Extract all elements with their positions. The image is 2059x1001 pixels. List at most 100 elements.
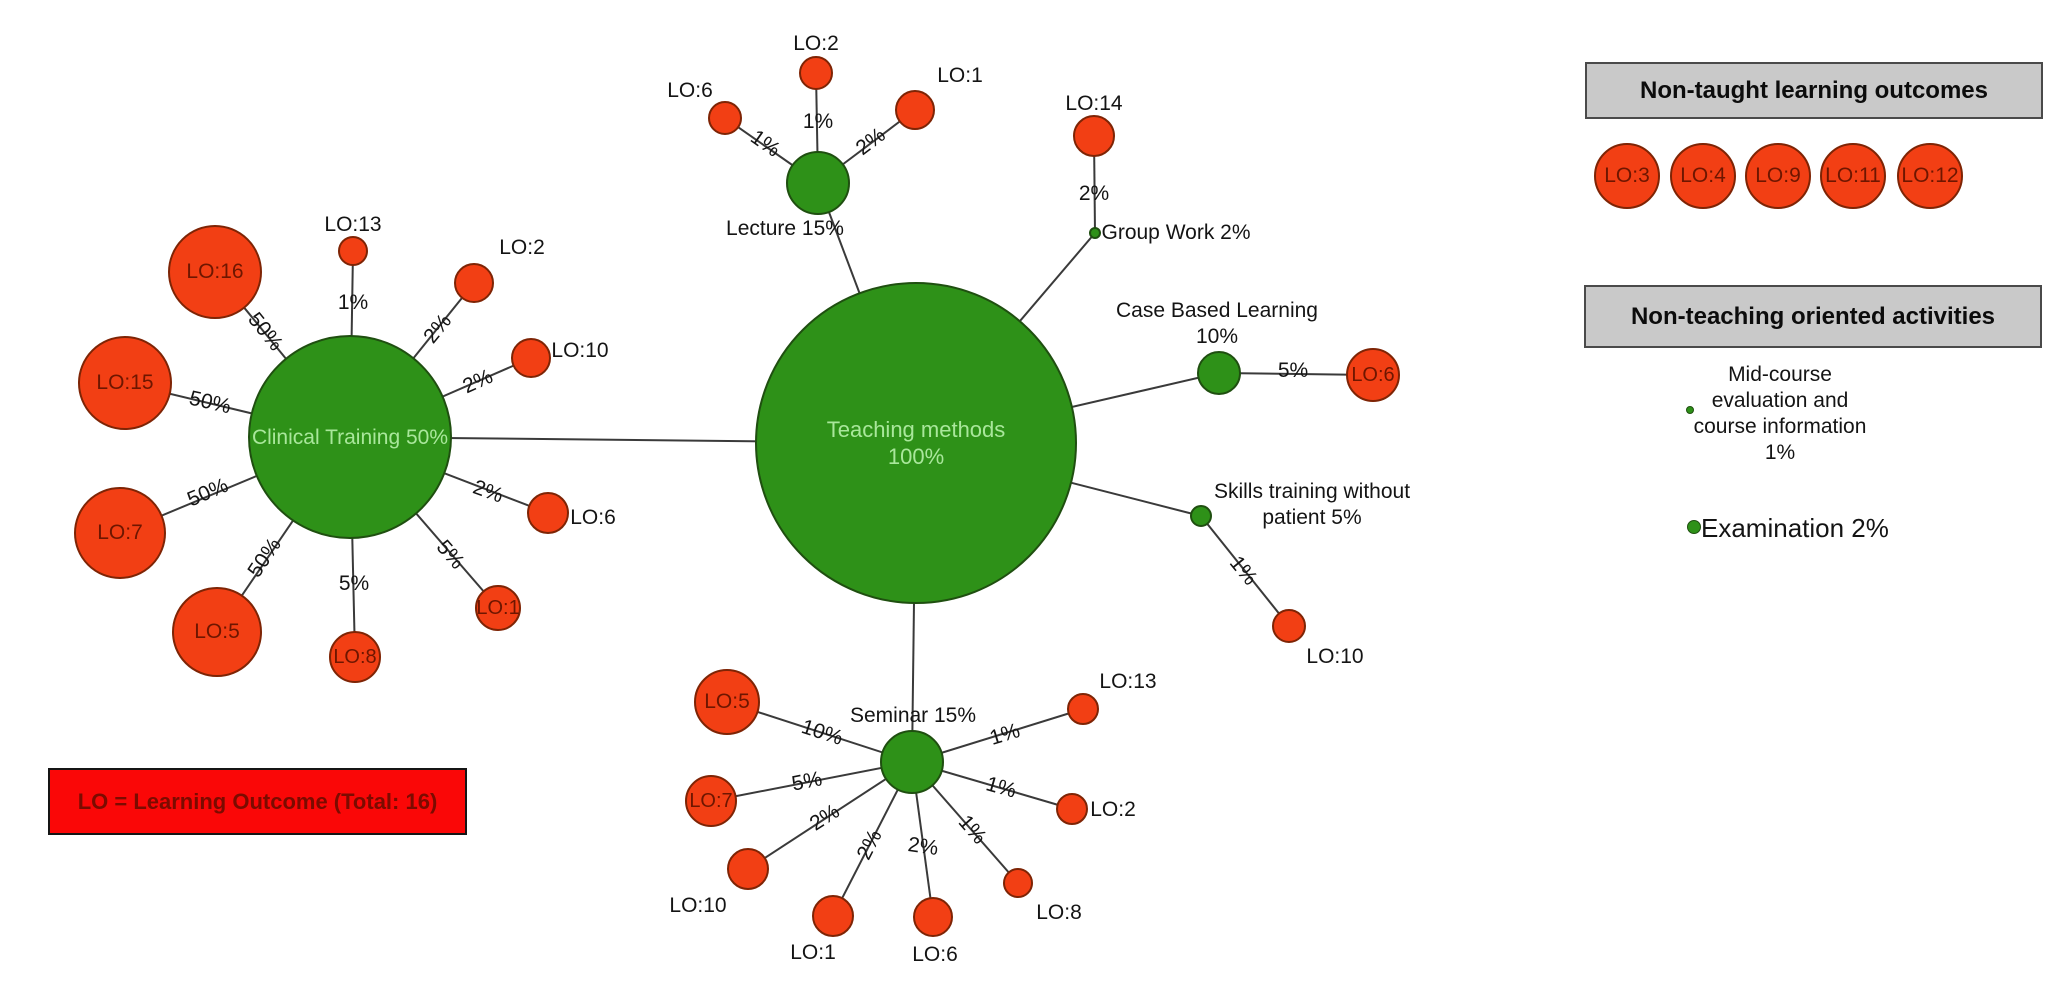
node-seminar bbox=[880, 730, 944, 794]
note-text: LO = Learning Outcome (Total: 16) bbox=[77, 788, 438, 814]
seminar-lo5-label: LO:5 bbox=[704, 690, 750, 713]
seminar-lo7-label: LO:7 bbox=[689, 789, 733, 812]
legend-midcourse-dot bbox=[1686, 406, 1694, 414]
legend-lo4: LO:4 bbox=[1670, 143, 1736, 209]
legend-lo11-label: LO:11 bbox=[1825, 164, 1881, 187]
node-lecture bbox=[786, 151, 850, 215]
legend-lo4-label: LO:4 bbox=[1680, 164, 1726, 187]
legend-lo12-label: LO:12 bbox=[1901, 164, 1959, 187]
node-clinical-lo2 bbox=[454, 263, 494, 303]
node-clinical-lo13 bbox=[338, 236, 368, 266]
midcourse-line2: evaluation and bbox=[1711, 389, 1849, 412]
node-lecture-lo6 bbox=[708, 101, 742, 135]
clinical-lo7-label: LO:7 bbox=[97, 521, 143, 544]
pct-seminar-lo6: 2% bbox=[906, 833, 940, 861]
legend-non-taught-header: Non-taught learning outcomes bbox=[1585, 62, 2043, 119]
clinical-training-label: Clinical Training 50% bbox=[251, 425, 449, 449]
clinical-lo10-outlabel: LO:10 bbox=[551, 339, 609, 362]
node-clinical-lo10 bbox=[511, 338, 551, 378]
node-seminar-lo10 bbox=[727, 848, 769, 890]
node-lecture-lo1 bbox=[895, 90, 935, 130]
midcourse-line3: course information bbox=[1693, 415, 1867, 438]
legend-examination-text: Examination 2% bbox=[1701, 513, 1889, 543]
node-cbl-lo6: LO:6 bbox=[1346, 348, 1400, 402]
seminar-lo6-outlabel: LO:6 bbox=[912, 943, 958, 966]
lecture-lo2-outlabel: LO:2 bbox=[793, 32, 839, 55]
seminar-lo8-outlabel: LO:8 bbox=[1036, 901, 1082, 924]
clinical-lo2-outlabel: LO:2 bbox=[499, 236, 545, 259]
node-groupwork-lo14 bbox=[1073, 115, 1115, 157]
skills-title: Skills training without patient 5% bbox=[1214, 479, 1410, 531]
skills-title-line1: Skills training without bbox=[1213, 480, 1411, 503]
legend-lo3-label: LO:3 bbox=[1604, 164, 1650, 187]
legend-examination-dot bbox=[1687, 520, 1701, 534]
teaching-methods-label: Teaching methods 100% bbox=[827, 416, 1006, 470]
node-lecture-lo2 bbox=[799, 56, 833, 90]
node-seminar-lo1 bbox=[812, 895, 854, 937]
edge-skills-lo10 bbox=[1200, 515, 1290, 627]
cbl-title-line2: 10% bbox=[1195, 325, 1239, 348]
legend-lo9-label: LO:9 bbox=[1755, 164, 1801, 187]
pct-cbl-lo6: 5% bbox=[1277, 359, 1309, 382]
node-clinical-lo5: LO:5 bbox=[172, 587, 262, 677]
midcourse-line1: Mid-course bbox=[1728, 363, 1832, 386]
skills-lo10-outlabel: LO:10 bbox=[1306, 645, 1364, 668]
legend-non-teaching-header: Non-teaching oriented activities bbox=[1584, 285, 2042, 348]
clinical-lo5-label: LO:5 bbox=[194, 620, 240, 643]
midcourse-line4: 1% bbox=[1764, 441, 1796, 464]
node-seminar-lo13 bbox=[1067, 693, 1099, 725]
seminar-lo2-outlabel: LO:2 bbox=[1090, 798, 1136, 821]
teaching-methods-line2: 100% bbox=[887, 444, 945, 469]
node-seminar-lo6 bbox=[913, 897, 953, 937]
pct-clinical-lo13: 1% bbox=[337, 291, 369, 314]
clinical-lo13-outlabel: LO:13 bbox=[324, 213, 382, 236]
cbl-title: Case Based Learning 10% bbox=[1116, 298, 1318, 350]
node-case-based-learning bbox=[1197, 351, 1241, 395]
cbl-title-line1: Case Based Learning bbox=[1116, 299, 1318, 322]
lecture-lo1-outlabel: LO:1 bbox=[937, 64, 983, 87]
pct-groupwork-lo14: 2% bbox=[1078, 182, 1110, 205]
node-seminar-lo8 bbox=[1003, 868, 1033, 898]
lecture-title: Lecture 15% bbox=[726, 217, 844, 240]
node-seminar-lo5: LO:5 bbox=[694, 669, 760, 735]
clinical-lo15-label: LO:15 bbox=[96, 371, 154, 394]
node-clinical-lo1: LO:1 bbox=[475, 585, 521, 631]
clinical-lo6-outlabel: LO:6 bbox=[570, 506, 616, 529]
lecture-lo6-outlabel: LO:6 bbox=[667, 79, 713, 102]
skills-title-line2: patient 5% bbox=[1262, 506, 1362, 529]
seminar-lo13-outlabel: LO:13 bbox=[1099, 670, 1157, 693]
node-seminar-lo7: LO:7 bbox=[685, 775, 737, 827]
pct-lecture-lo2: 1% bbox=[802, 110, 834, 133]
legend-midcourse-text: Mid-course evaluation and course informa… bbox=[1690, 362, 1870, 466]
legend-non-teaching-title: Non-teaching oriented activities bbox=[1630, 302, 1996, 330]
node-clinical-lo16: LO:16 bbox=[168, 225, 262, 319]
legend-lo11: LO:11 bbox=[1820, 143, 1886, 209]
node-clinical-lo15: LO:15 bbox=[78, 336, 172, 430]
clinical-lo1-label: LO:1 bbox=[476, 596, 520, 619]
clinical-lo16-label: LO:16 bbox=[186, 260, 244, 283]
legend-non-taught-title: Non-taught learning outcomes bbox=[1640, 76, 1988, 104]
legend-lo3: LO:3 bbox=[1594, 143, 1660, 209]
legend-lo9: LO:9 bbox=[1745, 143, 1811, 209]
seminar-lo1-outlabel: LO:1 bbox=[790, 941, 836, 964]
seminar-lo10-outlabel: LO:10 bbox=[669, 894, 727, 917]
node-clinical-lo8: LO:8 bbox=[329, 631, 381, 683]
groupwork-title: Group Work 2% bbox=[1101, 221, 1251, 244]
node-teaching-methods: Teaching methods 100% bbox=[755, 282, 1077, 604]
node-skills-lo10 bbox=[1272, 609, 1306, 643]
node-clinical-lo7: LO:7 bbox=[74, 487, 166, 579]
legend-lo12: LO:12 bbox=[1897, 143, 1963, 209]
groupwork-lo14-outlabel: LO:14 bbox=[1065, 92, 1123, 115]
node-clinical-lo6 bbox=[527, 492, 569, 534]
cbl-lo6-label: LO:6 bbox=[1351, 363, 1395, 386]
edge-seminar-lo7 bbox=[710, 761, 913, 802]
node-seminar-lo2 bbox=[1056, 793, 1088, 825]
note-box: LO = Learning Outcome (Total: 16) bbox=[48, 768, 467, 835]
clinical-lo8-label: LO:8 bbox=[333, 645, 377, 668]
node-groupwork bbox=[1089, 227, 1101, 239]
pct-clinical-lo8: 5% bbox=[338, 572, 370, 595]
node-skills-training bbox=[1190, 505, 1212, 527]
teaching-methods-line1: Teaching methods bbox=[826, 417, 1006, 442]
seminar-title: Seminar 15% bbox=[849, 704, 977, 727]
